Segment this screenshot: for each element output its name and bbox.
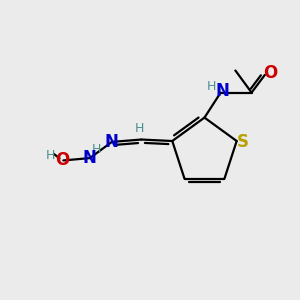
Text: H: H <box>207 80 216 93</box>
Text: O: O <box>55 152 69 169</box>
Text: H: H <box>45 148 55 162</box>
Text: H: H <box>92 143 101 156</box>
Text: S: S <box>237 134 249 152</box>
Text: N: N <box>215 82 229 100</box>
Text: N: N <box>104 133 118 151</box>
Text: N: N <box>83 149 97 167</box>
Text: O: O <box>263 64 277 82</box>
Text: H: H <box>134 122 144 135</box>
